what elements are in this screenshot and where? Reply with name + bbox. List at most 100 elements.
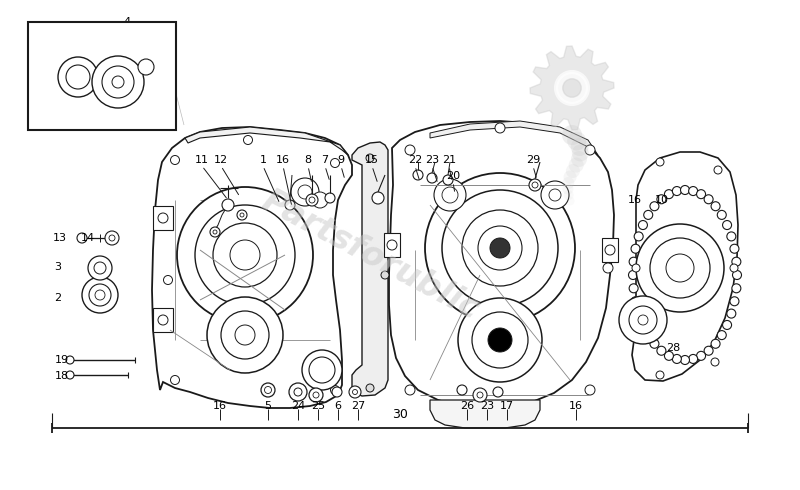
Circle shape <box>298 185 312 199</box>
Text: 16: 16 <box>213 401 227 411</box>
Circle shape <box>105 231 119 245</box>
Circle shape <box>170 155 179 165</box>
Circle shape <box>170 375 179 385</box>
Polygon shape <box>352 142 388 396</box>
Circle shape <box>222 199 234 211</box>
Text: 19: 19 <box>55 355 69 365</box>
Circle shape <box>478 226 522 270</box>
Circle shape <box>195 205 295 305</box>
Text: 9: 9 <box>338 155 345 165</box>
Circle shape <box>665 190 674 198</box>
Circle shape <box>689 354 698 364</box>
Circle shape <box>210 227 220 237</box>
Circle shape <box>443 175 453 185</box>
Circle shape <box>366 384 374 392</box>
Text: 16: 16 <box>628 195 642 205</box>
Circle shape <box>112 76 124 88</box>
Circle shape <box>405 385 415 395</box>
Circle shape <box>387 240 397 250</box>
Circle shape <box>413 170 423 180</box>
Text: 16: 16 <box>276 155 290 165</box>
Circle shape <box>718 331 726 340</box>
Circle shape <box>629 306 657 334</box>
Circle shape <box>605 245 615 255</box>
Text: 25: 25 <box>311 401 325 411</box>
Circle shape <box>603 263 613 273</box>
Circle shape <box>636 224 724 312</box>
Text: 13: 13 <box>53 233 67 243</box>
Circle shape <box>733 270 742 279</box>
Circle shape <box>427 173 437 183</box>
Text: 18: 18 <box>55 371 69 381</box>
Circle shape <box>177 187 313 323</box>
Circle shape <box>330 158 339 168</box>
Circle shape <box>332 387 342 397</box>
Polygon shape <box>430 121 598 155</box>
Circle shape <box>727 309 736 318</box>
Text: 8: 8 <box>305 155 311 165</box>
Circle shape <box>372 192 384 204</box>
Circle shape <box>89 284 111 306</box>
Circle shape <box>631 297 640 306</box>
Circle shape <box>638 320 647 329</box>
Bar <box>153 206 173 230</box>
Polygon shape <box>152 127 352 408</box>
Text: 24: 24 <box>291 401 305 411</box>
Polygon shape <box>389 121 614 408</box>
Circle shape <box>666 254 694 282</box>
Circle shape <box>657 346 666 355</box>
Circle shape <box>632 264 640 272</box>
Circle shape <box>549 189 561 201</box>
Circle shape <box>562 183 574 195</box>
Text: 15: 15 <box>365 155 379 165</box>
Text: 26: 26 <box>460 401 474 411</box>
Circle shape <box>681 186 690 195</box>
Circle shape <box>634 232 643 241</box>
Text: 14: 14 <box>81 233 95 243</box>
Circle shape <box>730 297 739 306</box>
Circle shape <box>529 179 541 191</box>
Circle shape <box>495 123 505 133</box>
Circle shape <box>472 312 528 368</box>
Circle shape <box>585 145 595 155</box>
Text: 22: 22 <box>408 155 422 165</box>
Circle shape <box>572 145 589 162</box>
Circle shape <box>650 238 710 298</box>
Circle shape <box>66 65 90 89</box>
Circle shape <box>562 125 582 145</box>
Circle shape <box>644 331 653 340</box>
Circle shape <box>657 195 666 204</box>
Text: 23: 23 <box>480 401 494 411</box>
Circle shape <box>571 151 587 167</box>
Text: 10: 10 <box>655 195 669 205</box>
Circle shape <box>563 171 577 183</box>
Circle shape <box>240 213 244 217</box>
Circle shape <box>473 388 487 402</box>
Circle shape <box>638 220 647 229</box>
Circle shape <box>309 197 315 203</box>
Circle shape <box>58 57 98 97</box>
Circle shape <box>532 182 538 188</box>
Text: 20: 20 <box>446 171 460 181</box>
Circle shape <box>235 325 255 345</box>
Circle shape <box>644 210 653 220</box>
Circle shape <box>629 284 638 293</box>
Bar <box>384 233 400 257</box>
Circle shape <box>330 386 339 394</box>
Circle shape <box>462 210 538 286</box>
Text: 27: 27 <box>351 401 365 411</box>
Circle shape <box>672 187 682 196</box>
Circle shape <box>714 166 722 174</box>
Circle shape <box>434 179 466 211</box>
Circle shape <box>556 72 588 104</box>
Circle shape <box>313 392 319 398</box>
Circle shape <box>634 309 643 318</box>
Circle shape <box>294 388 302 396</box>
Circle shape <box>353 390 358 394</box>
Circle shape <box>66 356 74 364</box>
Circle shape <box>704 195 713 204</box>
Polygon shape <box>185 127 348 155</box>
Circle shape <box>722 320 731 329</box>
Polygon shape <box>530 46 614 130</box>
Circle shape <box>477 392 483 398</box>
